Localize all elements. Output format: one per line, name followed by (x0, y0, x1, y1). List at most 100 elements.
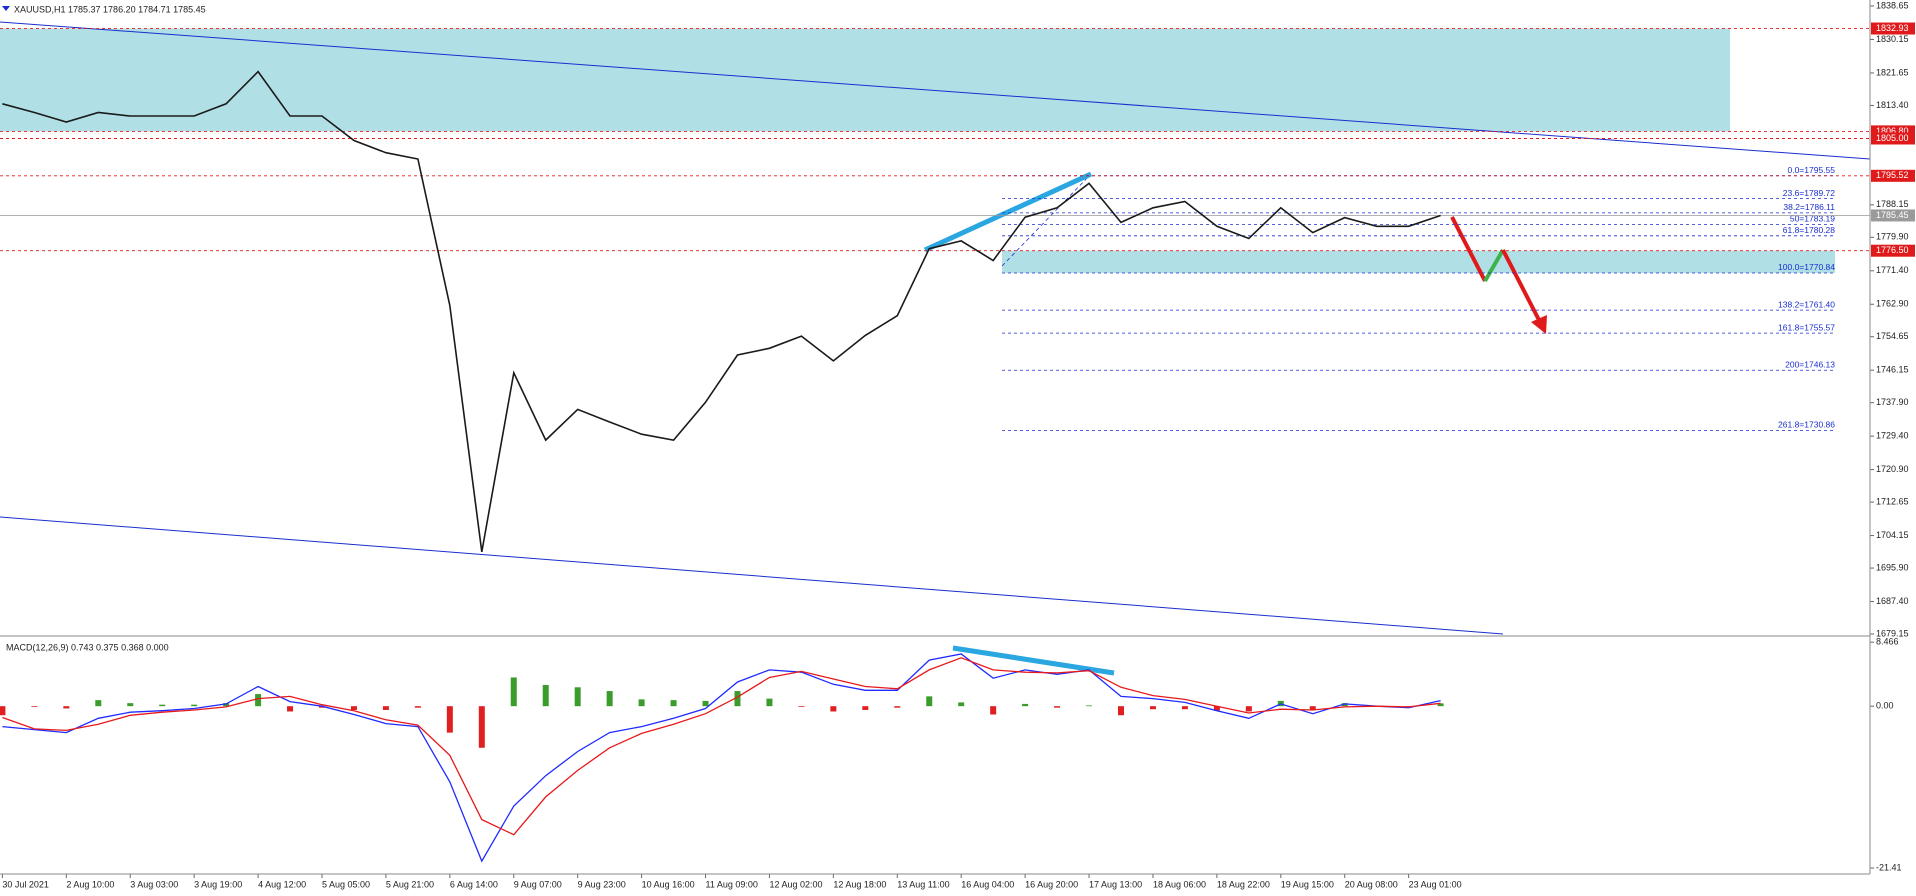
histogram-bar (1437, 703, 1444, 707)
x-tick-label: 10 Aug 16:00 (642, 879, 695, 889)
x-tick-label: 16 Aug 04:00 (961, 879, 1014, 889)
annotations (0, 21, 1871, 676)
x-tick-label: 18 Aug 06:00 (1153, 879, 1206, 889)
trend-line (0, 516, 1504, 635)
level-label: 1776.50 (1876, 245, 1909, 255)
histogram-bar (350, 706, 357, 710)
y-tick-label: 1813.40 (1876, 100, 1909, 110)
x-tick-label: 13 Aug 11:00 (897, 879, 949, 889)
y-tick-label: 1712.65 (1876, 496, 1909, 506)
x-tick-label: 17 Aug 13:00 (1089, 879, 1142, 889)
x-tick-label: 2 Aug 10:00 (66, 879, 114, 889)
y-tick-label: 1704.15 (1876, 530, 1909, 540)
x-tick-label: 6 Aug 14:00 (450, 879, 498, 889)
fib-label: 138.2=1761.40 (1778, 299, 1835, 309)
series-line (2, 653, 1441, 863)
histogram-bar (159, 704, 166, 707)
y-tick-label: 1771.40 (1876, 265, 1909, 275)
histogram-bar (63, 706, 70, 709)
histogram-bar (798, 706, 805, 707)
y-tick-label: 1821.65 (1876, 67, 1909, 77)
fib-label: 23.6=1789.72 (1783, 188, 1836, 198)
histogram-bar (574, 687, 581, 707)
histogram-bar (734, 691, 741, 707)
histogram-bar (1245, 706, 1252, 712)
y-tick-label: 8.466 (1876, 637, 1899, 647)
y-tick-label: 1754.65 (1876, 331, 1909, 341)
indicator-title: MACD(12,26,9) 0.743 0.375 0.368 0.000 (6, 642, 169, 652)
y-tick-label: 1746.15 (1876, 365, 1909, 375)
x-tick-label: 4 Aug 12:00 (258, 879, 306, 889)
histogram-bar (958, 702, 965, 707)
histogram-bar (542, 685, 549, 707)
x-tick-label: 19 Aug 15:00 (1281, 879, 1334, 889)
x-tick-label: 9 Aug 07:00 (514, 879, 562, 889)
histogram-bar (894, 706, 901, 708)
histogram-bar (127, 703, 134, 707)
forecast-arrow (1450, 216, 1487, 282)
histogram-bar (223, 703, 230, 707)
trend-line (0, 21, 1871, 160)
x-tick-label: 3 Aug 19:00 (194, 879, 242, 889)
y-tick-label: 1737.90 (1876, 397, 1909, 407)
fib-label: 161.8=1755.57 (1778, 322, 1835, 332)
x-tick-label: 5 Aug 21:00 (386, 879, 434, 889)
y-tick-label: 1762.90 (1876, 299, 1909, 309)
histogram-bar (830, 706, 837, 712)
histogram-bar (382, 706, 389, 710)
y-tick-label: 1695.90 (1876, 562, 1909, 572)
y-tick-label: -21.41 (1876, 862, 1902, 872)
fib-label: 50=1783.19 (1790, 214, 1835, 224)
histogram-bar (1181, 706, 1188, 710)
histogram-bar (638, 699, 645, 707)
price-label-box (1871, 132, 1915, 145)
price-label-box (1871, 169, 1915, 182)
histogram-bar (1086, 705, 1093, 707)
histogram-bar (1054, 706, 1061, 708)
y-tick-label: 1679.15 (1876, 628, 1909, 638)
histogram-bar (1149, 706, 1156, 710)
x-tick-label: 30 Jul 2021 (2, 879, 49, 889)
histogram-bar (1022, 703, 1029, 707)
level-label: 1832.93 (1876, 23, 1909, 33)
fib-label: 0.0=1795.55 (1787, 165, 1835, 175)
histogram-bar (95, 700, 102, 707)
price-label-box (1871, 22, 1915, 35)
level-label: 1806.80 (1876, 126, 1909, 136)
histogram-bar (191, 704, 198, 707)
y-tick-label: 1788.15 (1876, 199, 1909, 209)
histogram-bar (1341, 703, 1348, 707)
price-label-box (1871, 244, 1915, 257)
x-tick-label: 5 Aug 05:00 (322, 879, 370, 889)
fib-label: 261.8=1730.86 (1778, 420, 1835, 430)
level-label: 1795.52 (1876, 170, 1909, 180)
zone (0, 28, 1730, 132)
histogram-bar (766, 698, 773, 707)
histogram-bar (31, 706, 38, 707)
forecast-arrow (1483, 248, 1505, 283)
y-tick-label: 0.00 (1876, 701, 1894, 711)
x-tick-label: 3 Aug 03:00 (130, 879, 178, 889)
divergence-line (923, 171, 1093, 253)
fib-label: 100.0=1770.84 (1778, 262, 1835, 272)
y-tick-label: 1830.15 (1876, 34, 1909, 44)
histogram-bar (414, 706, 421, 708)
histogram-bar (990, 706, 997, 715)
histogram-bar (926, 696, 933, 707)
y-tick-label: 1779.90 (1876, 232, 1909, 242)
histogram-bar (606, 691, 613, 707)
x-tick-label: 23 Aug 01:00 (1409, 879, 1462, 889)
histogram-bar (255, 694, 262, 707)
x-tick-label: 20 Aug 08:00 (1345, 879, 1398, 889)
histogram-bar (478, 706, 485, 748)
y-tick-label: 1729.40 (1876, 431, 1909, 441)
fib-label: 61.8=1780.28 (1783, 225, 1836, 235)
x-tick-label: 12 Aug 02:00 (769, 879, 822, 889)
histogram-bar (0, 706, 6, 716)
histogram-bar (1213, 706, 1220, 711)
histogram-bar (446, 706, 453, 733)
x-tick-label: 16 Aug 20:00 (1025, 879, 1078, 889)
x-tick-label: 9 Aug 23:00 (578, 879, 626, 889)
